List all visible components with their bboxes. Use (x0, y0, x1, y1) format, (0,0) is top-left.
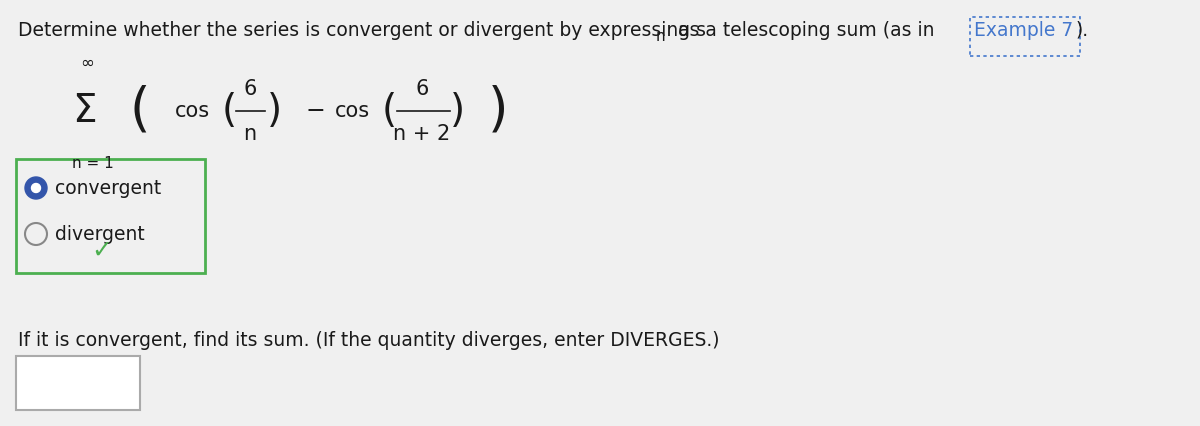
Text: 6: 6 (415, 79, 428, 99)
Text: cos: cos (335, 101, 370, 121)
Circle shape (31, 184, 41, 193)
Text: n + 2: n + 2 (394, 124, 451, 144)
Text: Σ: Σ (72, 92, 97, 130)
Text: n = 1: n = 1 (72, 155, 114, 170)
Text: ✓: ✓ (91, 239, 113, 263)
Text: ): ) (266, 92, 282, 130)
Text: ∞: ∞ (80, 54, 94, 72)
Text: (: ( (382, 92, 397, 130)
Text: Determine whether the series is convergent or divergent by expressing s: Determine whether the series is converge… (18, 21, 706, 40)
Text: ): ) (450, 92, 466, 130)
Text: If it is convergent, find its sum. (If the quantity diverges, enter DIVERGES.): If it is convergent, find its sum. (If t… (18, 331, 720, 350)
Text: divergent: divergent (55, 225, 145, 244)
Text: 6: 6 (244, 79, 257, 99)
Text: ): ) (488, 85, 509, 137)
FancyBboxPatch shape (16, 356, 140, 410)
Text: Example 7: Example 7 (974, 21, 1073, 40)
Text: as a telescoping sum (as in: as a telescoping sum (as in (672, 21, 941, 40)
Text: cos: cos (175, 101, 210, 121)
Text: ).: ). (1075, 21, 1088, 40)
Text: convergent: convergent (55, 178, 161, 198)
Circle shape (25, 177, 47, 199)
Text: −: − (305, 99, 325, 123)
Text: n: n (244, 124, 257, 144)
Text: (: ( (130, 85, 150, 137)
Text: (: ( (222, 92, 238, 130)
Text: n: n (655, 29, 665, 44)
